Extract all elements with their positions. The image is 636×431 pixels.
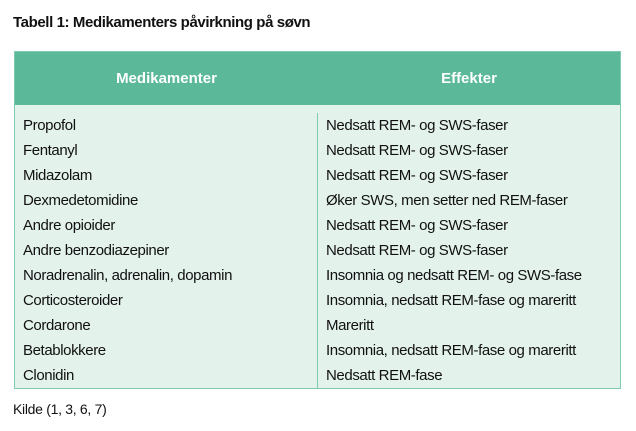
medication-cell: Betablokkere [23, 342, 106, 359]
table-title: Tabell 1: Medikamenters påvirkning på sø… [13, 14, 311, 31]
effect-cell: Nedsatt REM-fase [326, 367, 443, 384]
effect-cell: Mareritt [326, 317, 374, 334]
medication-cell: Corticosteroider [23, 292, 123, 309]
medication-cell: Propofol [23, 117, 76, 134]
medication-cell: Midazolam [23, 167, 92, 184]
medication-column: Propofol Fentanyl Midazolam Dexmedetomidine… [15, 113, 318, 389]
header-medikamenter: Medikamenter [116, 70, 217, 87]
medication-cell: Dexmedetomidine [23, 192, 138, 209]
effect-cell: Øker SWS, men setter ned REM-faser [326, 192, 568, 209]
medication-cell: Noradrenalin, adrenalin, dopamin [23, 267, 233, 284]
medication-cell: Clonidin [23, 367, 74, 384]
effect-cell: Nedsatt REM- og SWS-faser [326, 242, 508, 259]
medication-cell: Fentanyl [23, 142, 78, 159]
header-effekter: Effekter [441, 70, 497, 87]
effect-cell: Insomnia og nedsatt REM- og SWS-fase [326, 267, 582, 284]
effect-cell: Insomnia, nedsatt REM-fase og mareritt [326, 342, 576, 359]
effect-cell: Nedsatt REM- og SWS-faser [326, 167, 508, 184]
effect-cell: Insomnia, nedsatt REM-fase og mareritt [326, 292, 576, 309]
table-header: Medikamenter Effekter [15, 52, 620, 105]
effect-column: Nedsatt REM- og SWS-faser Nedsatt REM- og… [318, 113, 620, 389]
medication-cell: Cordarone [23, 317, 91, 334]
medication-cell: Andre opioider [23, 217, 115, 234]
effect-cell: Nedsatt REM- og SWS-faser [326, 142, 508, 159]
effect-cell: Nedsatt REM- og SWS-faser [326, 117, 508, 134]
medication-table: Medikamenter Effekter Propofol Fentanyl Mi… [14, 51, 621, 389]
source-note: Kilde (1, 3, 6, 7) [13, 401, 107, 417]
table-body: Propofol Fentanyl Midazolam Dexmedetomidine… [15, 105, 620, 389]
effect-cell: Nedsatt REM- og SWS-faser [326, 217, 508, 234]
medication-cell: Andre benzodiazepiner [23, 242, 169, 259]
